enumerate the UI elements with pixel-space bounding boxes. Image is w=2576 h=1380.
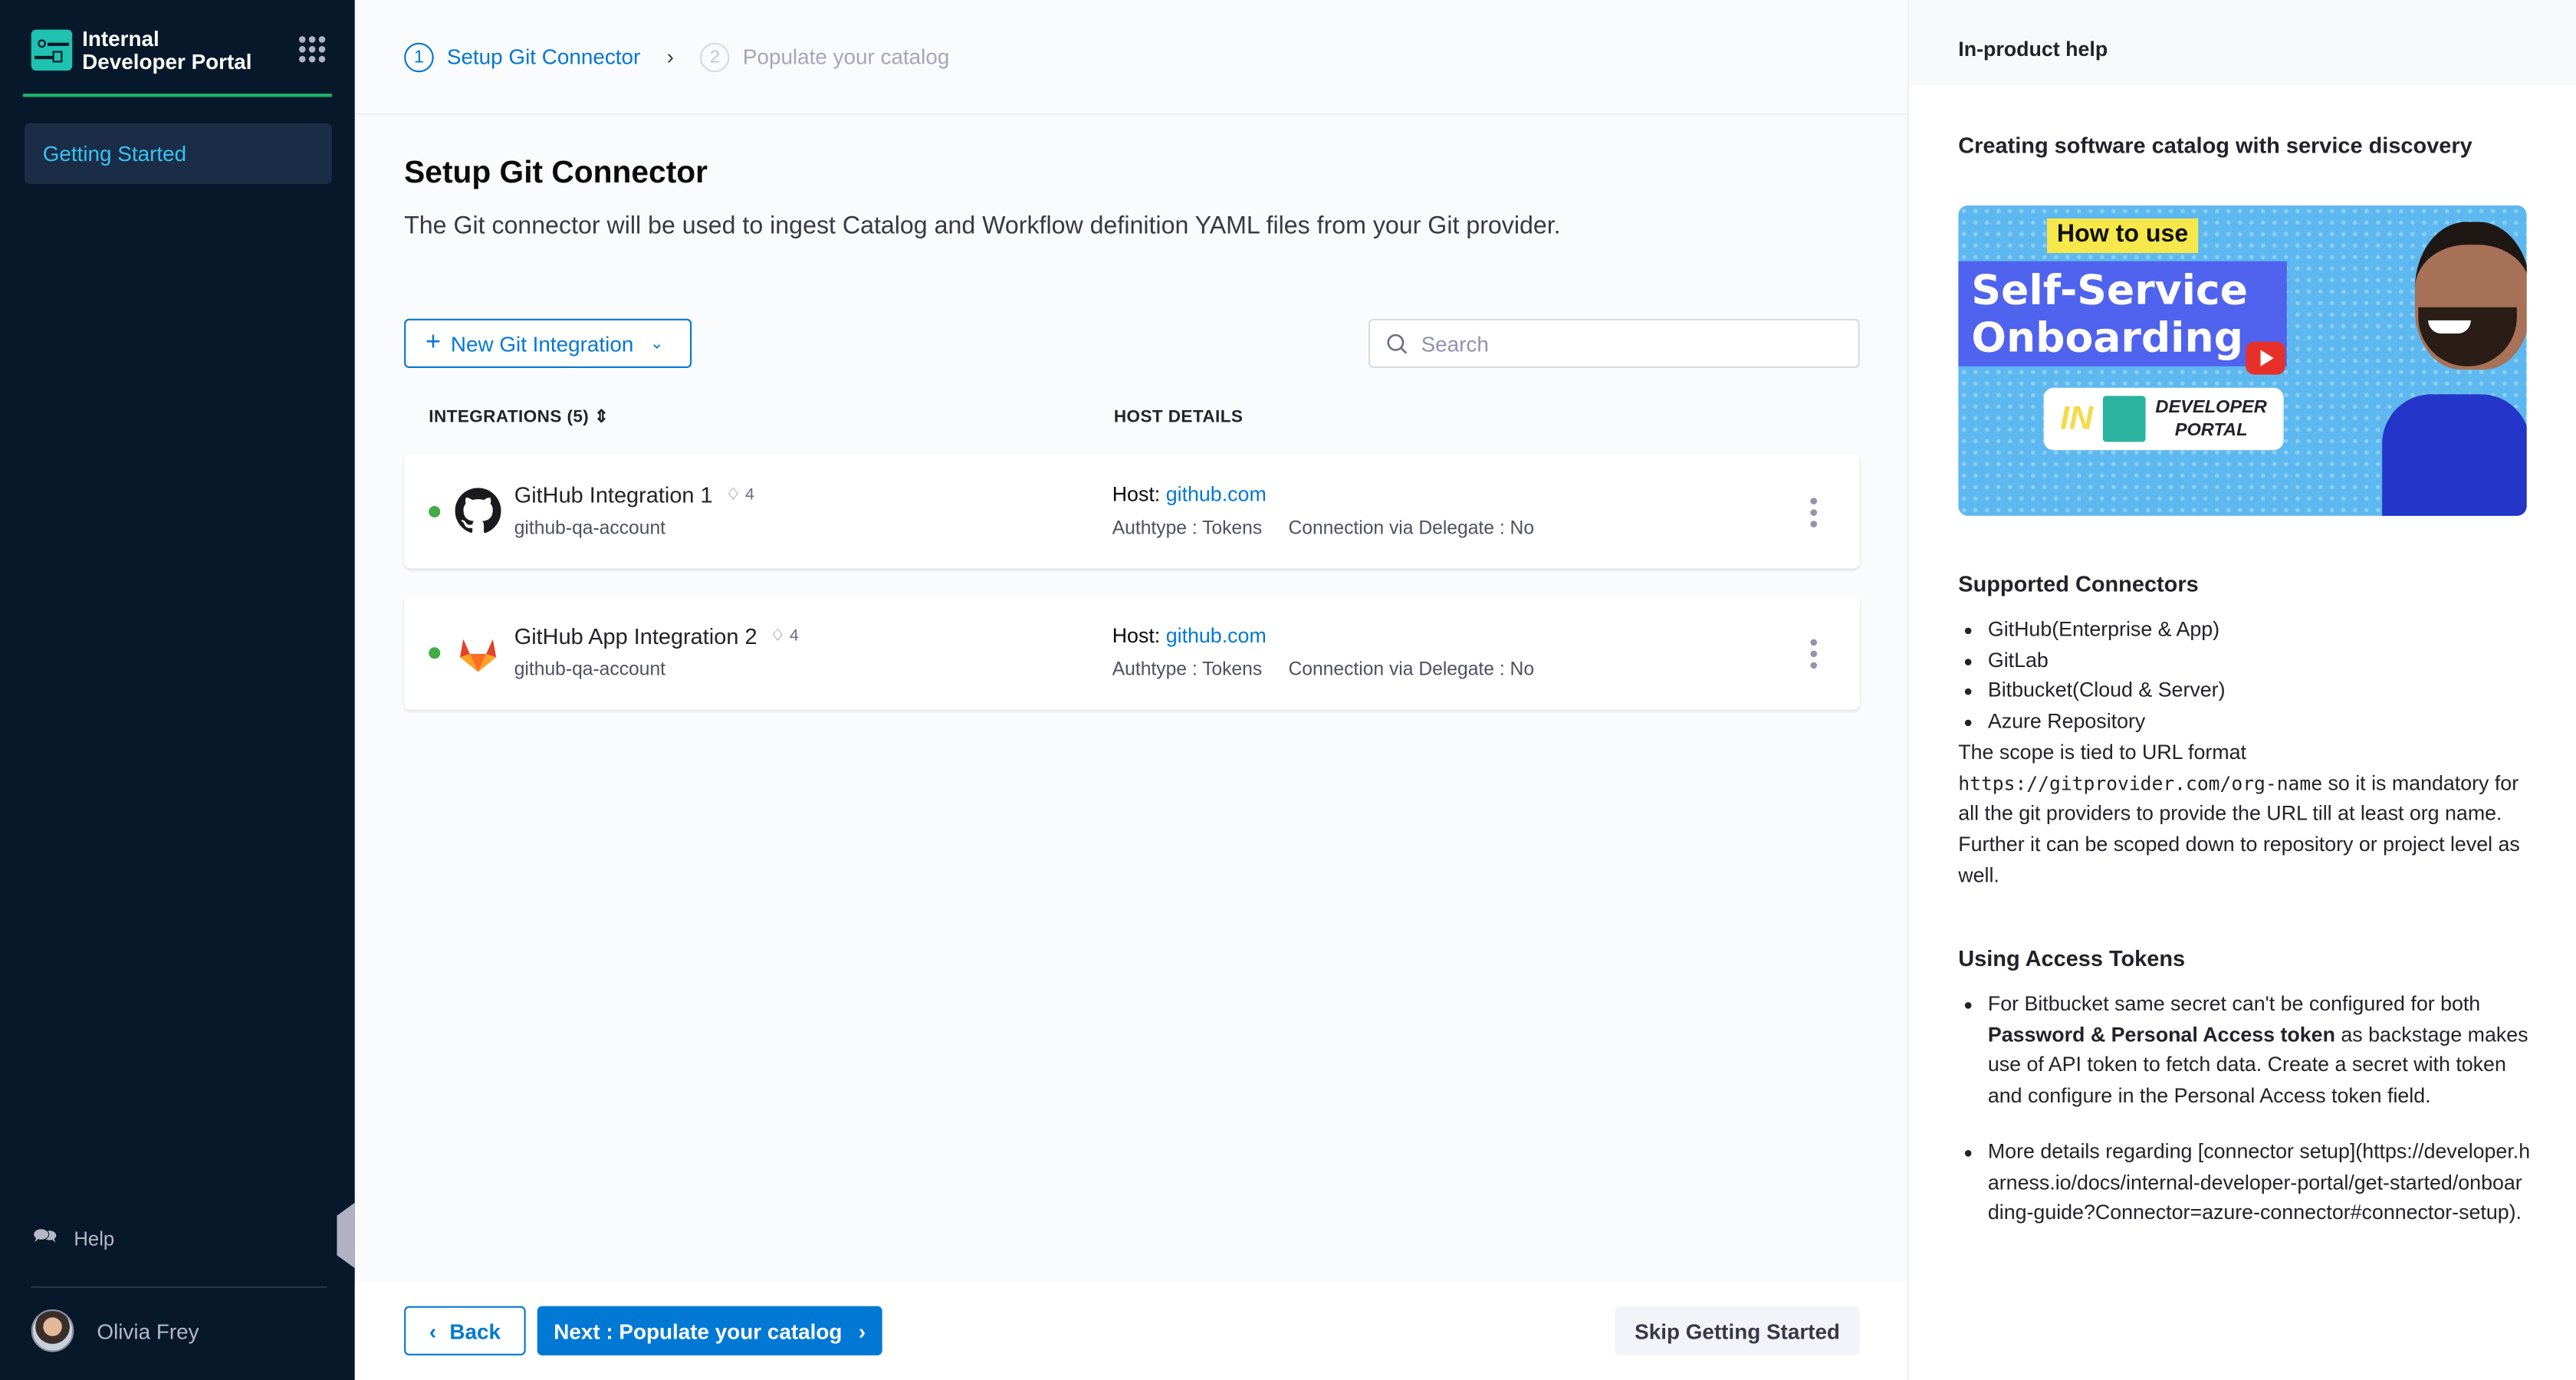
idp-logo-icon	[31, 29, 73, 71]
integration-row[interactable]: GitHub Integration 1 ♢ 4 github-qa-accoun…	[404, 453, 1860, 569]
more-options-icon[interactable]	[1810, 639, 1817, 669]
tag-icon: ♢	[770, 627, 785, 646]
next-button[interactable]: Next : Populate your catalog ›	[537, 1306, 882, 1355]
chevron-down-icon: ⌄	[649, 334, 664, 353]
user-profile[interactable]: Olivia Frey	[31, 1309, 199, 1352]
integration-row[interactable]: GitHub App Integration 2 ♢ 4 github-qa-ac…	[404, 594, 1860, 710]
back-button[interactable]: ‹ Back	[404, 1306, 526, 1355]
access-tokens-heading: Using Access Tokens	[1958, 946, 2186, 971]
sidebar: Internal Developer Portal Getting Started…	[0, 0, 355, 1380]
host-link[interactable]: github.com	[1165, 624, 1267, 648]
idp-logo-icon	[2102, 396, 2146, 442]
connectors-list: GitHub(Enterprise & App) GitLab Bitbucke…	[1958, 614, 2533, 737]
scope-paragraph: The scope is tied to URL format https://…	[1958, 741, 2520, 887]
chevron-left-icon: ‹	[429, 1318, 437, 1343]
integration-name[interactable]: GitHub Integration 1	[514, 483, 713, 508]
sidebar-item-getting-started[interactable]: Getting Started	[25, 123, 332, 184]
presenter-image	[2382, 222, 2527, 516]
help-title: Creating software catalog with service d…	[1958, 133, 2472, 158]
help-icon: 🗪	[32, 1224, 58, 1247]
tags-badge[interactable]: ♢ 4	[770, 627, 799, 646]
search-input[interactable]: Search	[1368, 318, 1860, 368]
status-indicator	[429, 647, 441, 659]
step-2-number: 2	[700, 41, 730, 72]
divider	[31, 1286, 327, 1288]
chevron-right-icon: ›	[666, 44, 674, 69]
skip-getting-started-button[interactable]: Skip Getting Started	[1615, 1306, 1860, 1355]
tag-icon: ♢	[725, 486, 741, 504]
help-panel-header: In-product help	[1909, 0, 2576, 86]
integration-account: github-qa-account	[514, 660, 665, 681]
step-1-label[interactable]: Setup Git Connector	[446, 44, 641, 69]
avatar	[31, 1309, 74, 1352]
help-panel: In-product help Creating software catalo…	[1907, 0, 2576, 1380]
page-description: The Git connector will be used to ingest…	[404, 212, 1561, 240]
sort-icon: ⇕	[593, 407, 610, 428]
stepper: 1 Setup Git Connector › 2 Populate your …	[354, 0, 1907, 115]
app-switcher-icon[interactable]	[299, 36, 326, 63]
integration-name[interactable]: GitHub App Integration 2	[514, 624, 757, 649]
status-indicator	[429, 506, 441, 518]
gitlab-icon	[460, 639, 497, 672]
brand-name[interactable]: Internal Developer Portal	[82, 26, 252, 74]
more-options-icon[interactable]	[1810, 498, 1817, 527]
divider	[23, 94, 332, 97]
integration-account: github-qa-account	[514, 519, 665, 539]
host-link[interactable]: github.com	[1165, 483, 1267, 506]
help-link[interactable]: 🗪 Help	[33, 1221, 114, 1255]
collapse-sidebar-handle[interactable]	[337, 1202, 355, 1269]
plus-icon: +	[426, 328, 442, 356]
column-header-host-details: HOST DETAILS	[1113, 407, 1244, 428]
column-header-integrations[interactable]: INTEGRATIONS (5) ⇕	[429, 407, 610, 428]
search-icon	[1387, 333, 1408, 353]
footer: ‹ Back Next : Populate your catalog › Skip…	[354, 1281, 1907, 1380]
step-2-label[interactable]: Populate your catalog	[742, 44, 950, 69]
new-git-integration-button[interactable]: + New Git Integration ⌄	[404, 318, 692, 368]
chevron-right-icon: ›	[858, 1318, 866, 1343]
main-content: 1 Setup Git Connector › 2 Populate your …	[354, 0, 1907, 1380]
tags-badge[interactable]: ♢ 4	[725, 486, 754, 504]
github-icon	[455, 488, 501, 534]
play-icon[interactable]	[2246, 341, 2285, 375]
video-thumbnail[interactable]: How to use Self-Service Onboarding IN DEV…	[1958, 205, 2527, 516]
page-title: Setup Git Connector	[404, 156, 708, 191]
tokens-list: For Bitbucket same secret can't be confi…	[1958, 989, 2533, 1229]
supported-connectors-heading: Supported Connectors	[1958, 571, 2199, 596]
step-1-number: 1	[404, 41, 434, 72]
